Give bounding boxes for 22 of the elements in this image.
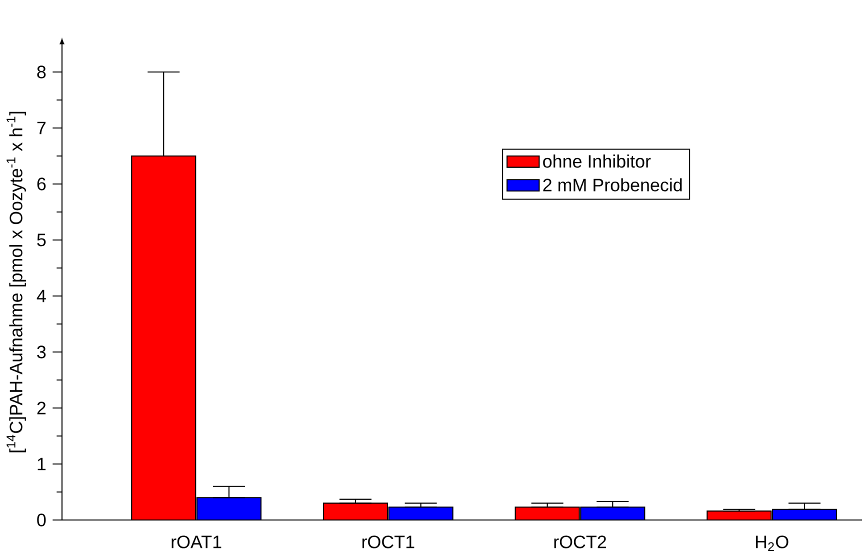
y-tick-label: 1	[38, 458, 46, 470]
bar	[388, 507, 453, 520]
x-tick-label: rOCT1	[362, 536, 414, 548]
legend-label: ohne Inhibitor	[543, 154, 651, 168]
bar	[323, 503, 388, 520]
legend-label: 2 mM Probenecid	[543, 178, 682, 192]
x-tick-label: H$_{2}$O	[756, 536, 788, 551]
x-tick-label: rOAT1	[172, 536, 222, 548]
y-tick-label: 8	[37, 66, 46, 78]
y-tick-label: 0	[37, 514, 46, 526]
bar	[580, 507, 645, 520]
y-tick-label: 7	[37, 122, 46, 134]
bar	[515, 507, 580, 520]
y-tick-label: 5	[37, 234, 46, 246]
y-tick-label: 4	[36, 290, 46, 302]
y-tick-label: 2	[37, 402, 46, 414]
x-tick-label: rOCT2	[554, 536, 606, 548]
bar	[196, 498, 261, 520]
bar	[132, 156, 196, 520]
y-tick-label: 3	[37, 346, 46, 358]
y-tick-label: 6	[37, 178, 46, 190]
y-axis-title: [$^{14}$C]PAH-Aufnahme [pmol x Oozyte$^{-1}$ x h$^{-1}$]	[6, 112, 26, 452]
